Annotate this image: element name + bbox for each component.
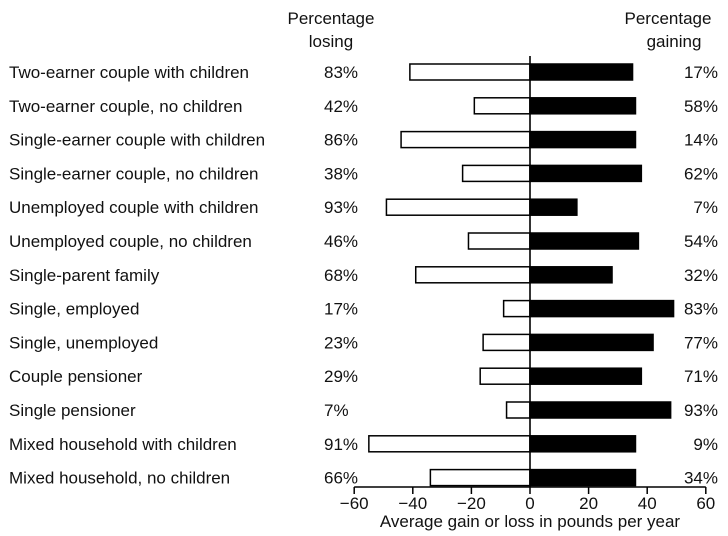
x-tick-label: 60: [696, 494, 715, 513]
percent-gaining-label: 17%: [684, 63, 718, 82]
chart-row: Single pensioner 7% 93%: [9, 401, 718, 420]
header-gaining: Percentage gaining: [625, 9, 712, 51]
percent-losing-label: 91%: [324, 435, 358, 454]
gain-bar: [529, 299, 675, 318]
percent-losing-label: 68%: [324, 266, 358, 285]
gain-bar: [529, 266, 613, 284]
percent-gaining-label: 62%: [684, 164, 718, 183]
loss-bar: [505, 401, 531, 419]
header-losing-line-1: Percentage: [288, 9, 375, 28]
header-gaining-line-1: Percentage: [625, 9, 712, 28]
gain-bar: [529, 333, 654, 352]
loss-bar: [461, 164, 531, 183]
loss-bar: [482, 333, 531, 352]
percent-gaining-label: 32%: [684, 266, 718, 285]
loss-bar: [429, 468, 531, 487]
percent-gaining-label: 93%: [684, 401, 718, 420]
percent-gaining-label: 7%: [693, 198, 718, 217]
x-tick-label: −60: [340, 494, 369, 513]
loss-bar: [400, 130, 531, 149]
x-axis: −60 −40 −20 0 20 40 60: [340, 56, 715, 513]
category-label: Single pensioner: [9, 401, 136, 420]
gain-bar: [529, 198, 578, 216]
category-label: Mixed household with children: [9, 435, 237, 454]
percent-losing-label: 93%: [324, 198, 358, 217]
percent-losing-label: 17%: [324, 300, 358, 319]
x-tick-label: −20: [457, 494, 486, 513]
loss-bar: [479, 367, 531, 385]
category-label: Two-earner couple with children: [9, 63, 249, 82]
percent-losing-label: 7%: [324, 401, 349, 420]
gain-bar: [529, 435, 637, 453]
percent-losing-label: 66%: [324, 469, 358, 488]
percent-losing-label: 42%: [324, 97, 358, 116]
chart-row: Couple pensioner 29% 71%: [9, 367, 718, 386]
x-tick-label: 40: [638, 494, 657, 513]
loss-bar: [409, 63, 531, 81]
percent-gaining-label: 58%: [684, 97, 718, 116]
percent-losing-label: 46%: [324, 232, 358, 251]
header-gaining-line-2: gaining: [647, 32, 702, 51]
gain-bar: [529, 232, 640, 250]
category-label: Single-parent family: [9, 266, 160, 285]
x-tick-label: 0: [525, 494, 534, 513]
x-axis-label: Average gain or loss in pounds per year: [380, 512, 681, 531]
loss-bar: [414, 266, 531, 284]
category-label: Unemployed couple with children: [9, 198, 258, 217]
loss-bar: [473, 97, 531, 115]
chart-row: Unemployed couple, no children 46% 54%: [9, 232, 718, 251]
gain-bar: [529, 63, 634, 81]
category-label: Single-earner couple, no children: [9, 164, 259, 183]
chart-rows: Two-earner couple with children 83% 17%Two…: [9, 63, 718, 488]
chart-row: Single, unemployed 23% 77%: [9, 333, 718, 352]
percent-gaining-label: 71%: [684, 367, 718, 386]
loss-bar: [385, 198, 531, 216]
gain-bar: [529, 97, 637, 115]
chart-row: Single-earner couple with children 86% 14%: [9, 131, 718, 150]
loss-bar: [467, 232, 531, 250]
percent-gaining-label: 14%: [684, 131, 718, 150]
chart-row: Two-earner couple with children 83% 17%: [9, 63, 718, 82]
percent-losing-label: 86%: [324, 131, 358, 150]
loss-bar: [368, 435, 531, 453]
category-label: Mixed household, no children: [9, 469, 230, 488]
category-label: Single, employed: [9, 300, 139, 319]
gain-bar: [529, 468, 637, 487]
gain-bar: [529, 367, 643, 385]
percent-losing-label: 38%: [324, 164, 358, 183]
x-tick-label: 20: [579, 494, 598, 513]
percent-losing-label: 23%: [324, 333, 358, 352]
gain-bar: [529, 164, 643, 183]
gain-bar: [529, 401, 672, 419]
percent-gaining-label: 83%: [684, 300, 718, 319]
category-label: Couple pensioner: [9, 367, 143, 386]
chart-row: Single-earner couple, no children 38% 62%: [9, 164, 718, 183]
chart-row: Single, employed 17% 83%: [9, 300, 718, 319]
header-losing: Percentage losing: [288, 9, 375, 51]
x-tick-label: −40: [398, 494, 427, 513]
percent-gaining-label: 54%: [684, 232, 718, 251]
loss-bar: [502, 299, 531, 318]
chart-row: Two-earner couple, no children 42% 58%: [9, 97, 718, 116]
category-label: Unemployed couple, no children: [9, 232, 252, 251]
percent-losing-label: 83%: [324, 63, 358, 82]
percent-gaining-label: 34%: [684, 469, 718, 488]
percent-gaining-label: 77%: [684, 333, 718, 352]
header-losing-line-2: losing: [309, 32, 353, 51]
gain-bar: [529, 130, 637, 149]
chart-row: Single-parent family 68% 32%: [9, 266, 718, 285]
category-label: Single-earner couple with children: [9, 131, 265, 150]
chart-row: Unemployed couple with children 93% 7%: [9, 198, 718, 217]
chart-row: Mixed household, no children 66% 34%: [9, 469, 718, 488]
chart-row: Mixed household with children 91% 9%: [9, 435, 718, 454]
category-label: Single, unemployed: [9, 333, 158, 352]
percent-gaining-label: 9%: [693, 435, 718, 454]
percent-losing-label: 29%: [324, 367, 358, 386]
category-label: Two-earner couple, no children: [9, 97, 242, 116]
